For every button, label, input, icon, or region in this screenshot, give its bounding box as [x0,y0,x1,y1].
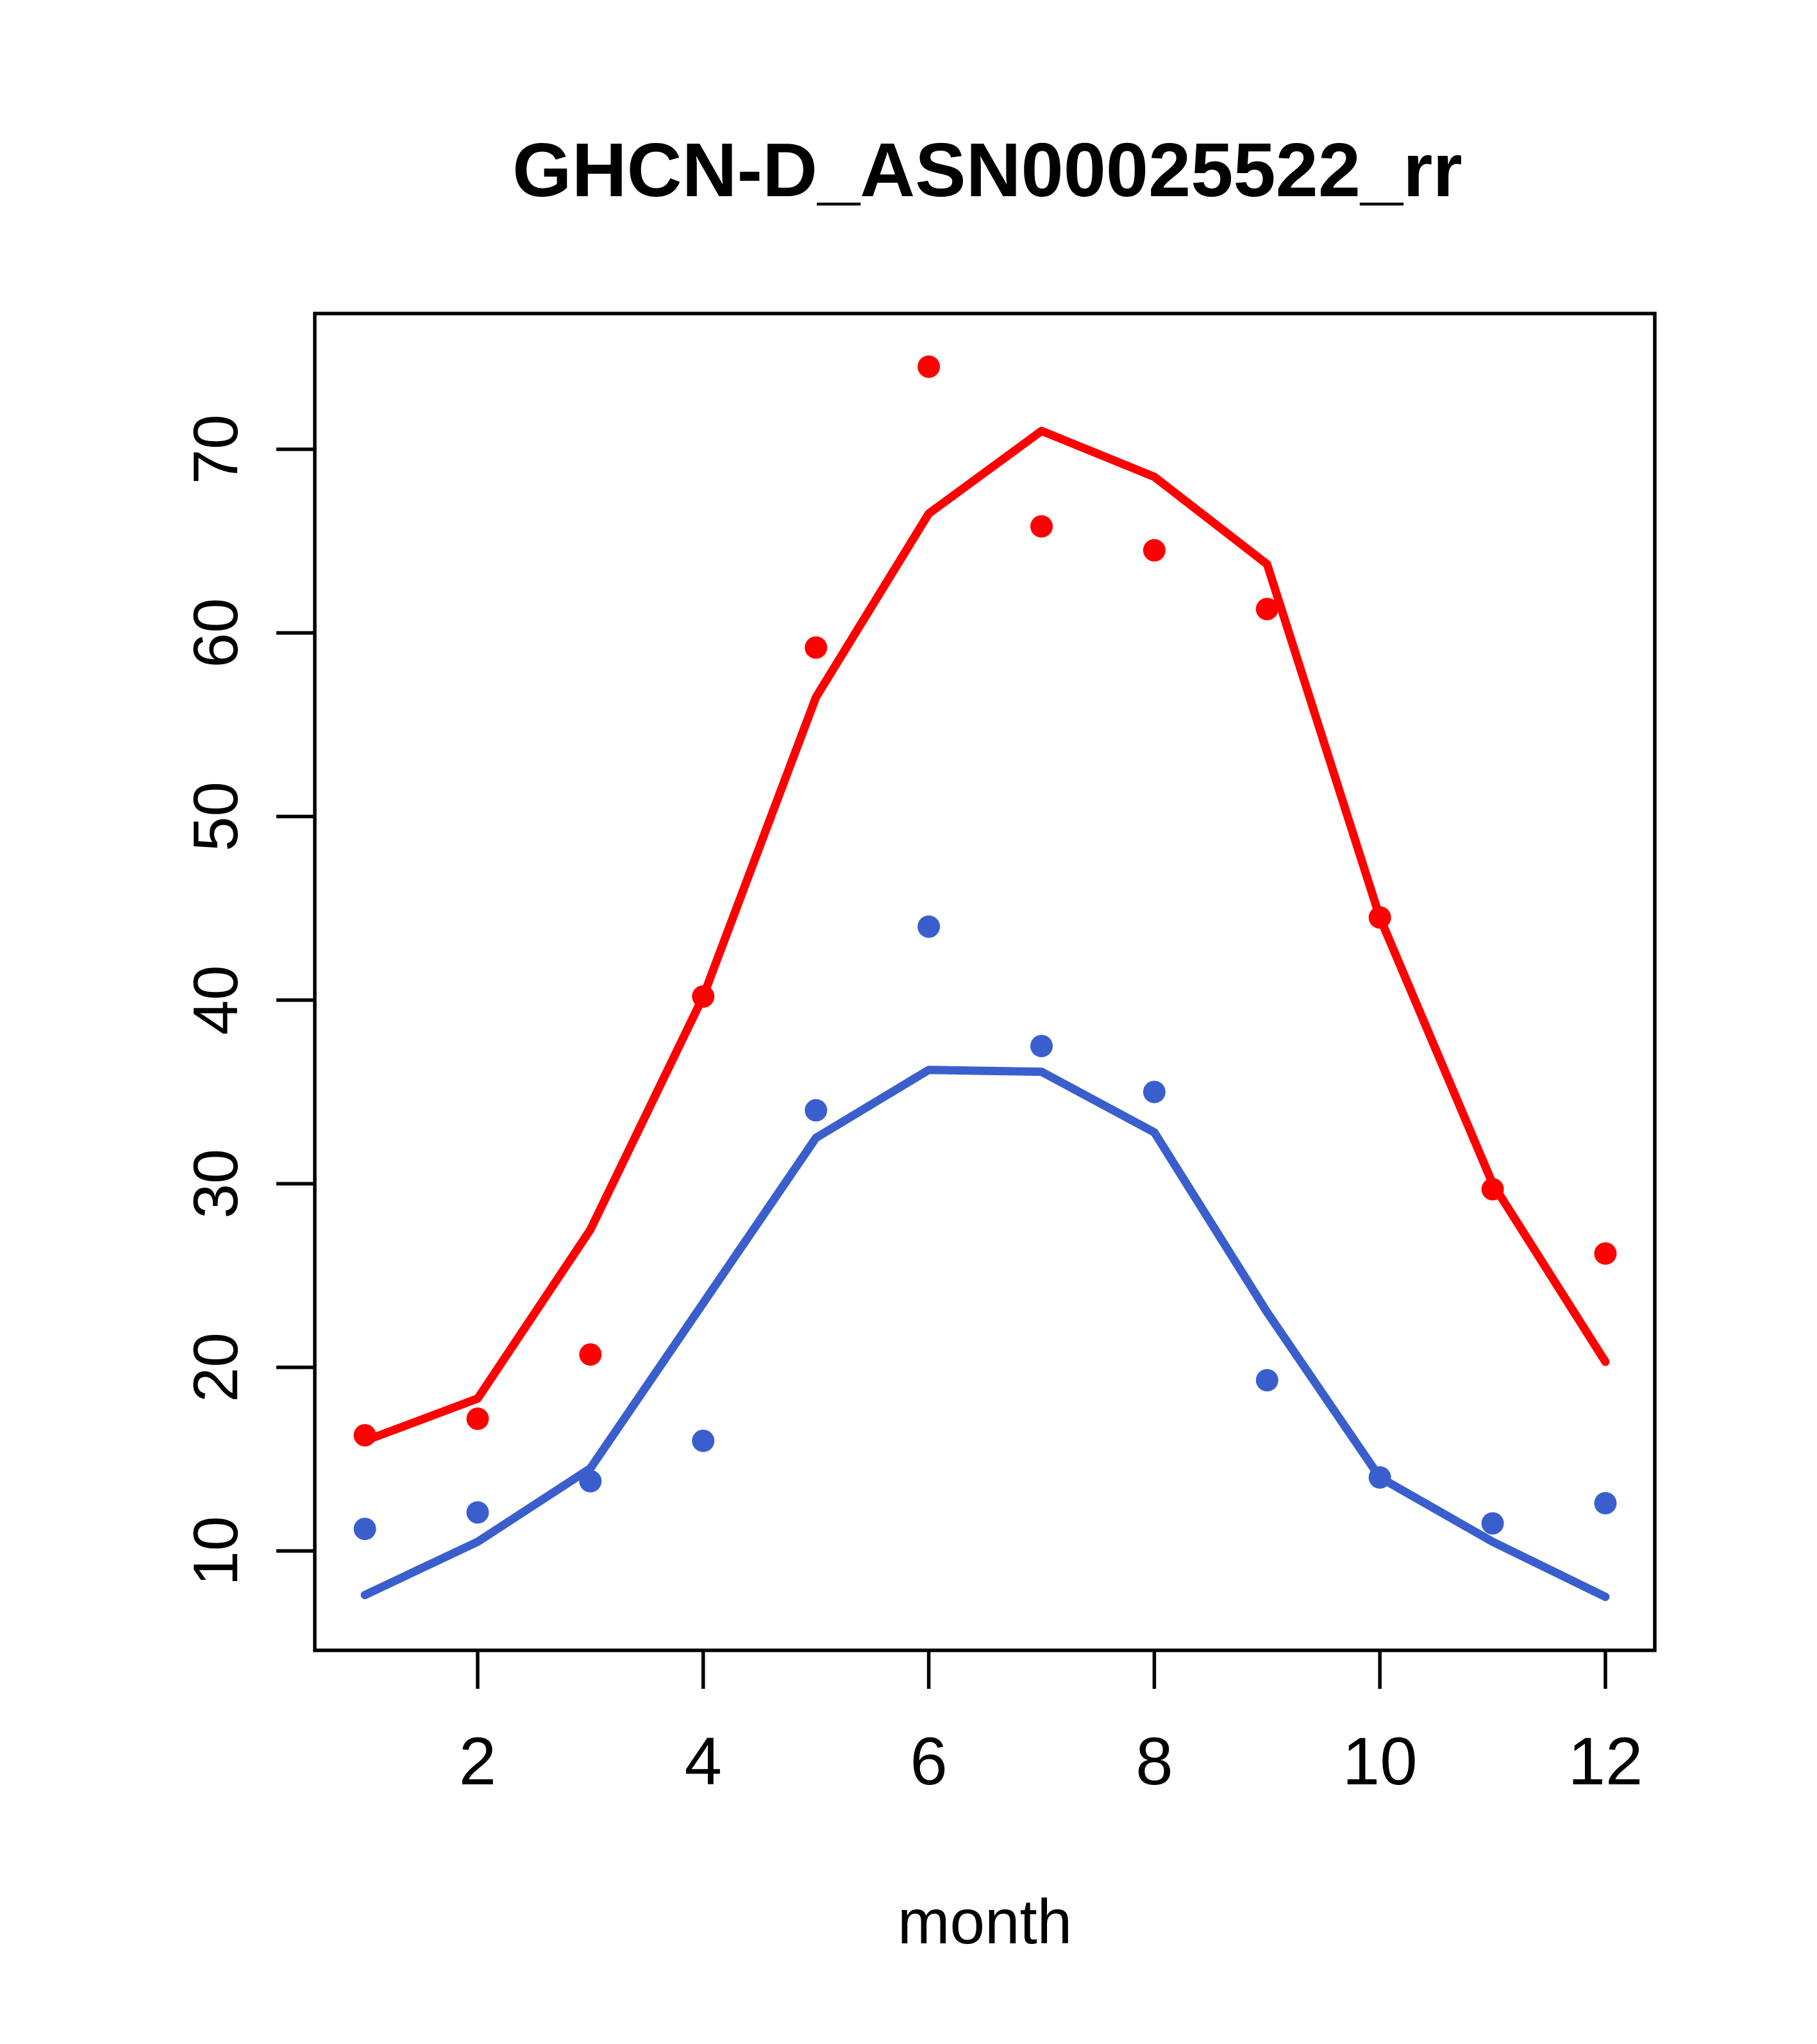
svg-text:8: 8 [1135,1724,1173,1799]
svg-text:40: 40 [180,965,251,1035]
svg-text:20: 20 [180,1332,251,1402]
svg-text:month: month [898,1886,1072,1957]
svg-text:50: 50 [180,782,251,851]
svg-text:2: 2 [459,1724,496,1799]
svg-text:12: 12 [1568,1724,1643,1799]
svg-text:10: 10 [1343,1724,1418,1799]
svg-text:60: 60 [180,598,251,668]
svg-text:6: 6 [910,1724,947,1799]
svg-text:30: 30 [180,1149,251,1219]
svg-text:4: 4 [685,1724,722,1799]
svg-text:GHCN-D_ASN00025522_rr: GHCN-D_ASN00025522_rr [512,128,1462,213]
svg-text:10: 10 [180,1516,251,1586]
svg-text:70: 70 [180,414,251,484]
